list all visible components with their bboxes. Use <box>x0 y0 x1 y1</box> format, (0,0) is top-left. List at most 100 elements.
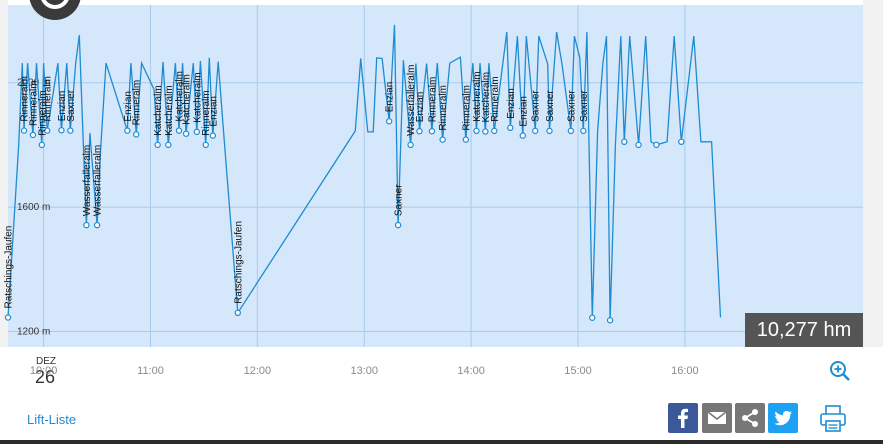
lift-point <box>182 130 190 137</box>
lift-label: Wasserfalleralm <box>93 145 104 216</box>
lift-label: Saxner <box>66 89 77 121</box>
lift-label: Katcheralm <box>153 85 164 136</box>
lift-label: Katcheralm <box>182 74 193 125</box>
lift-label: Katcheralm <box>164 85 175 136</box>
left-margin <box>0 0 8 347</box>
lift-point <box>154 141 161 149</box>
lift-point <box>124 127 131 134</box>
lift-point <box>635 141 642 149</box>
lift-list-link[interactable]: Lift-Liste <box>27 412 77 427</box>
print-icon[interactable] <box>818 403 848 433</box>
lift-point <box>193 128 201 136</box>
lift-label: Saxner <box>531 90 542 122</box>
lift-point <box>29 131 37 139</box>
lift-point <box>385 118 393 125</box>
lift-label: Katcheralm <box>472 71 483 122</box>
lift-label: Saxner <box>545 90 556 122</box>
lift-label: Rinneralm <box>20 76 31 122</box>
lift-point <box>202 141 209 149</box>
lift-point <box>428 128 436 135</box>
lift-point <box>58 127 65 134</box>
twitter-share-button[interactable] <box>768 403 798 433</box>
y-axis-labels: 2000 m 1600 m 1200 m <box>17 78 50 338</box>
lift-label: Rinneralm <box>28 80 39 126</box>
lift-point <box>416 128 423 135</box>
lift-point <box>473 127 480 135</box>
facebook-share-button[interactable] <box>668 403 698 433</box>
lift-label: Rinneralm <box>132 80 143 126</box>
lift-label: Katcheralm <box>192 72 203 123</box>
lift-point <box>407 141 414 149</box>
logo-icon <box>29 0 81 20</box>
lift-point <box>43 127 51 134</box>
lift-point <box>580 127 587 135</box>
lift-point <box>175 127 183 134</box>
x-tick-label: 12:00 <box>243 365 272 377</box>
footer-strip <box>0 440 883 444</box>
lift-labels: Ratschings-JaufenRinneralmRinneralmRinne… <box>4 65 590 309</box>
lift-label: Enzian <box>415 92 426 123</box>
lift-point <box>394 221 402 229</box>
lift-point <box>234 309 241 316</box>
twitter-icon <box>774 410 792 426</box>
lift-label: Enzian <box>208 96 219 127</box>
lift-label: Wasserfalleralm <box>82 145 93 216</box>
lift-label: Enzian <box>518 96 529 127</box>
lift-points <box>4 118 685 324</box>
lift-point <box>4 314 12 321</box>
lift-label: Rinneralm <box>427 77 438 123</box>
lift-label: Saxner <box>394 184 405 216</box>
x-tick-label: 10:00 <box>29 365 58 377</box>
lift-point <box>621 138 628 145</box>
lift-label: Enzian <box>57 91 68 122</box>
lift-point <box>482 128 489 135</box>
lift-label: Wasserfalleralm <box>406 65 417 136</box>
date-day: 26 <box>35 367 56 387</box>
lift-label: Rinneralm <box>438 85 449 131</box>
lift-point <box>67 127 74 134</box>
lift-point <box>20 127 28 134</box>
lift-label: Enzian <box>123 91 134 122</box>
elevation-series-line <box>7 24 722 321</box>
lift-point <box>165 141 172 149</box>
lift-point <box>606 317 614 324</box>
lift-point <box>93 221 101 229</box>
email-share-button[interactable] <box>702 403 732 433</box>
total-elevation-badge: 10,277 hm <box>745 313 863 347</box>
lift-label: Katcheralm <box>175 71 186 122</box>
lift-label: Rinneralm <box>201 90 212 136</box>
lift-point <box>519 132 526 139</box>
share-button[interactable] <box>735 403 765 433</box>
lift-point <box>439 136 446 143</box>
lift-point <box>653 141 660 149</box>
mail-icon <box>707 411 727 424</box>
lift-label: Saxner <box>566 90 577 122</box>
lift-label: Enzian <box>506 88 517 119</box>
y-tick-label: 1600 m <box>17 202 50 213</box>
lift-point <box>546 127 553 135</box>
share-icon <box>742 409 758 427</box>
lift-point <box>133 131 140 138</box>
lift-label: Rinneralm <box>461 85 472 131</box>
x-tick-label: 14:00 <box>457 365 485 377</box>
lift-point <box>83 221 90 229</box>
elevation-line <box>7 24 722 321</box>
lift-point <box>462 136 469 143</box>
chart-grid <box>8 5 863 347</box>
x-tick-label: 11:00 <box>137 365 164 377</box>
date-month: DEZ <box>36 356 56 367</box>
lift-point <box>507 124 514 132</box>
lift-label: Enzian <box>385 82 396 113</box>
lift-point <box>678 138 685 145</box>
x-tick-label: 16:00 <box>671 365 699 377</box>
lift-label: Katcheralm <box>481 72 492 123</box>
y-tick-label: 2000 m <box>17 78 50 89</box>
lift-label: Rinneralm <box>37 90 48 136</box>
x-tick-label: 13:00 <box>350 365 379 377</box>
lift-point <box>38 141 46 149</box>
zoom-in-icon[interactable] <box>829 360 851 382</box>
lift-label: Rinneralm <box>43 76 54 122</box>
x-tick-label: 15:00 <box>564 365 592 377</box>
lift-point <box>589 314 596 321</box>
